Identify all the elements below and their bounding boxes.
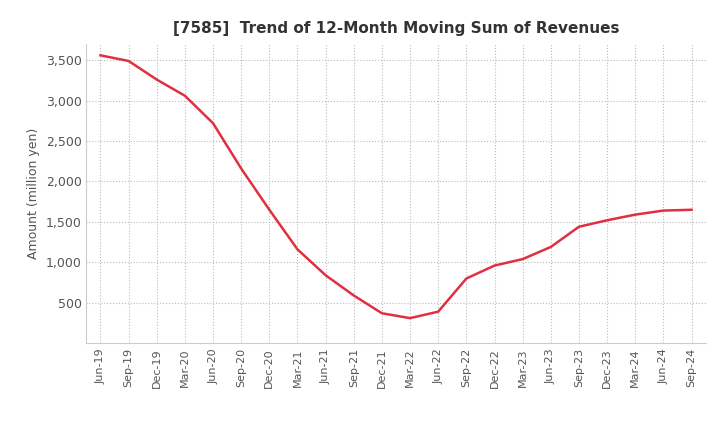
- Y-axis label: Amount (million yen): Amount (million yen): [27, 128, 40, 259]
- Title: [7585]  Trend of 12-Month Moving Sum of Revenues: [7585] Trend of 12-Month Moving Sum of R…: [173, 21, 619, 36]
